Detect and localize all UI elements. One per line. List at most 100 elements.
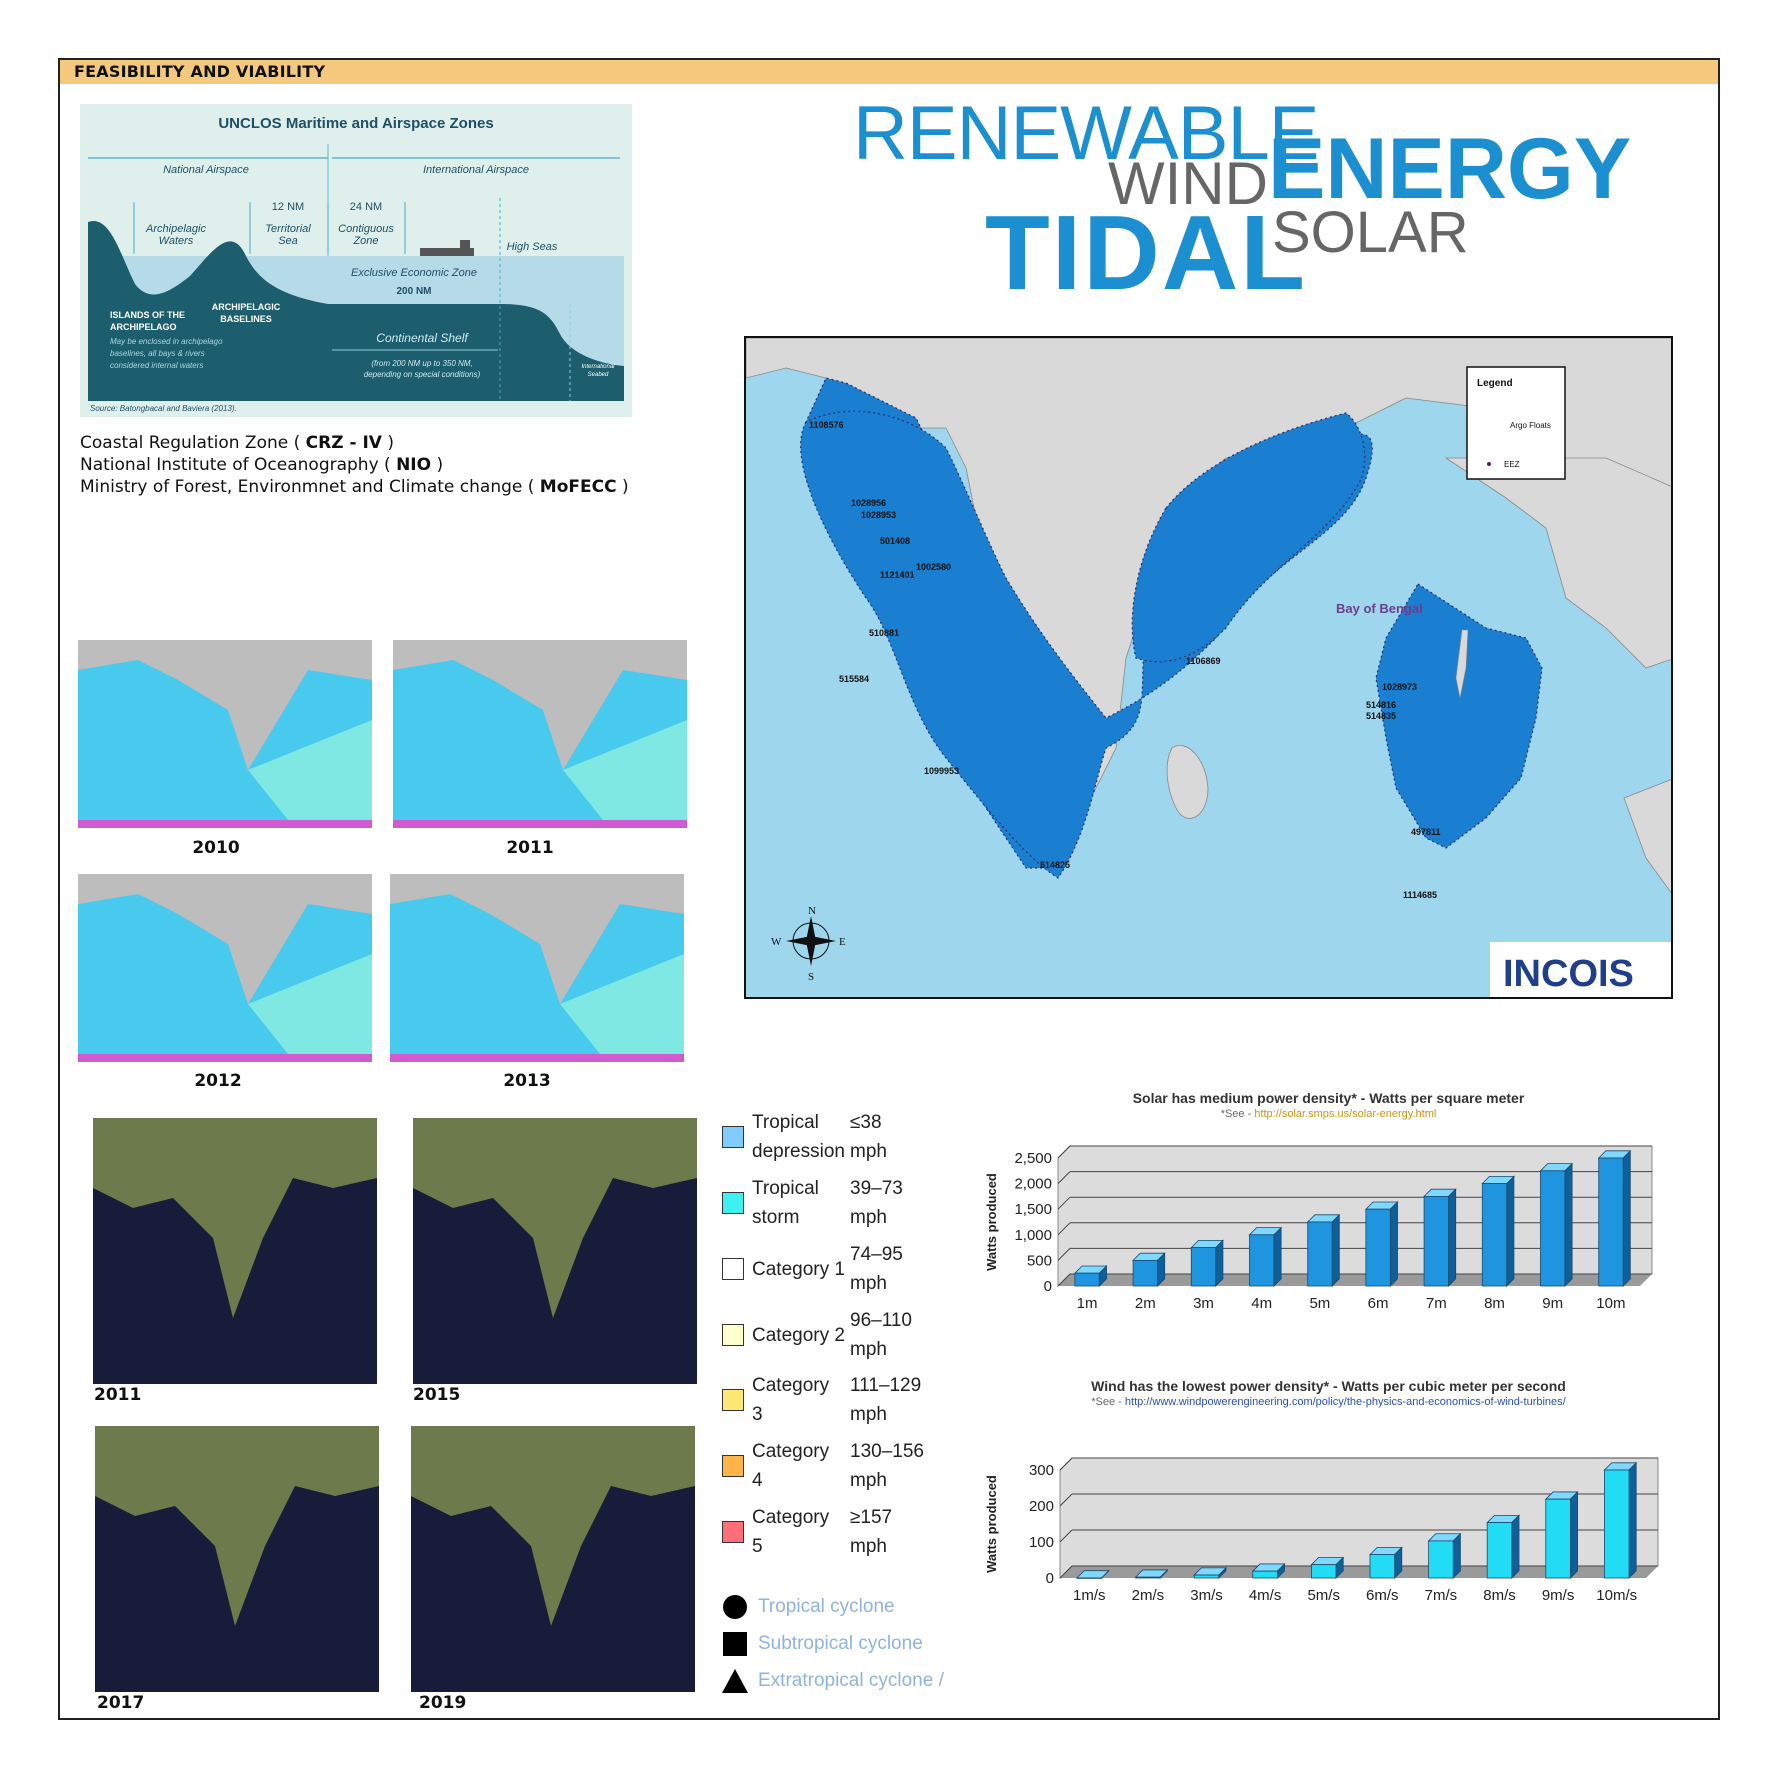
label-archipelagic-waters-2: Waters [159,235,194,247]
islands-note: May be enclosed in archipelago [110,337,223,346]
unclos-title: UNCLOS Maritime and Airspace Zones [218,115,493,132]
y-tick-label: 300 [1029,1462,1054,1479]
bar [1428,1540,1454,1579]
chart-title: Wind has the lowest power density* - Wat… [1091,1378,1566,1394]
bar [1310,1564,1337,1579]
y-tick-label: 500 [1027,1252,1052,1269]
map-legend-argo: Argo Floats [1510,421,1551,430]
eez-dot-icon [1487,462,1491,466]
x-tick-label: 4m/s [1249,1587,1282,1604]
triangle-icon [722,1668,748,1694]
wave-map-2013 [390,874,684,1062]
gridline [1057,1196,1071,1210]
org-line: Coastal Regulation Zone ( CRZ - IV ) [80,433,394,453]
bar-side [1331,1213,1340,1287]
x-tick-label: 3m/s [1190,1587,1223,1604]
x-tick-label: 7m/s [1425,1587,1458,1604]
shelf-note-2: depending on special conditions) [364,370,481,379]
org-line: Ministry of Forest, Environmnet and Clim… [80,477,629,497]
legend-swatch [722,1389,744,1411]
bar-side [1448,1188,1457,1287]
y-tick-label: 0 [1046,1570,1054,1587]
gridline [1057,1248,1071,1261]
label-200nm: 200 NM [396,286,431,297]
bar [1249,1234,1275,1287]
unclos-source: Source: Batongbacal and Baviera (2013). [90,404,237,413]
label-international-airspace: International Airspace [423,164,529,176]
bar [1307,1221,1333,1287]
unclos-diagram: UNCLOS Maritime and Airspace Zones Natio… [80,104,632,417]
label-24nm: 24 NM [350,201,382,213]
cyclone-type-row: Subtropical cyclone [722,1631,923,1657]
legend-wind-speed: 96–110 mph [850,1310,912,1360]
cyclone-map-label: 2019 [419,1693,467,1713]
cyclone-type-row: Tropical cyclone [722,1594,895,1620]
cyclone-legend-row: Category 1 74–95 mph [722,1240,903,1298]
svg-text:1121401: 1121401 [880,570,915,580]
gridline [1057,1145,1071,1159]
legend-wind-speed: 130–156 mph [850,1441,924,1491]
cyclone-map-label: 2017 [97,1693,145,1713]
cyclone-map-2017 [95,1426,379,1692]
legend-category-name: Category 3 [752,1375,830,1425]
legend-wind-speed: 74–95 mph [850,1244,903,1294]
bar-side [1506,1175,1515,1287]
bar-side [1273,1226,1282,1287]
svg-text:1099953: 1099953 [924,766,959,776]
legend-swatch [722,1521,744,1543]
legend-swatch [722,1192,744,1214]
legend-swatch [722,1126,744,1148]
y-tick-label: 2,000 [1014,1176,1052,1193]
y-tick-label: 200 [1029,1498,1054,1515]
wave-map-2012 [78,874,372,1062]
title-wind: WIND [1108,150,1268,217]
svg-text:1114685: 1114685 [1403,890,1437,900]
map-legend-title: Legend [1477,378,1513,389]
sri-lanka [1166,745,1209,819]
wave-map-label: 2013 [503,1071,551,1091]
islands-note-3: considered internal waters [110,361,203,370]
wind-chart: Wind has the lowest power density* - Wat… [960,1370,1697,1610]
cyclone-map-2015 [413,1118,697,1384]
x-tick-label: 10m/s [1596,1587,1637,1604]
cyclone-type-label: Subtropical cyclone [758,1633,923,1654]
legend-category-name: Category 4 [752,1441,830,1491]
wave-map-2010 [78,640,372,828]
svg-text:1028956: 1028956 [851,498,886,508]
y-tick-label: 2,500 [1014,1150,1052,1167]
y-tick-label: 1,500 [1014,1201,1052,1218]
seabed-shape [88,220,624,401]
bar [1486,1522,1513,1579]
islands-note-2: baselines, all bays & rivers [110,349,205,358]
x-tick-label: 8m/s [1483,1587,1516,1604]
legend-wind-speed: ≤38 mph [850,1112,887,1162]
bar [1369,1554,1396,1579]
bar-side [1452,1532,1461,1579]
eez-andaman [1375,583,1543,849]
x-tick-label: 9m [1542,1295,1563,1312]
x-tick-label: 1m/s [1073,1587,1106,1604]
title-renewable: RENEWABLE [853,91,1319,176]
svg-text:1106869: 1106869 [1186,656,1221,666]
bar-side [1570,1490,1579,1579]
wave-map-label: 2010 [192,838,240,858]
bar [1132,1259,1158,1287]
wave-map-2011 [393,640,687,828]
legend-swatch [722,1324,744,1346]
bar-side [1215,1239,1224,1287]
gridline [1057,1222,1071,1236]
bar [1074,1272,1100,1287]
svg-text:514835: 514835 [1366,711,1396,721]
incois-logo: INCOIS [1503,953,1634,995]
label-territorial-sea-2: Sea [278,235,298,247]
bar [1252,1570,1278,1579]
label-baselines-2: BASELINES [220,314,272,324]
solar-chart-plot: 0 500 1,000 1,500 2,000 2,500 1m 2m 3m 4m 5m 6m 7m 8m… [984,1145,1653,1312]
bar [1193,1574,1220,1579]
cyclone-legend-row: Category 2 96–110 mph [722,1306,912,1364]
bar [1423,1196,1449,1287]
eez-east [1131,412,1366,663]
y-axis-label: Watts produced [984,1475,999,1573]
x-tick-label: 8m [1484,1295,1505,1312]
x-tick-label: 2m [1135,1295,1156,1312]
